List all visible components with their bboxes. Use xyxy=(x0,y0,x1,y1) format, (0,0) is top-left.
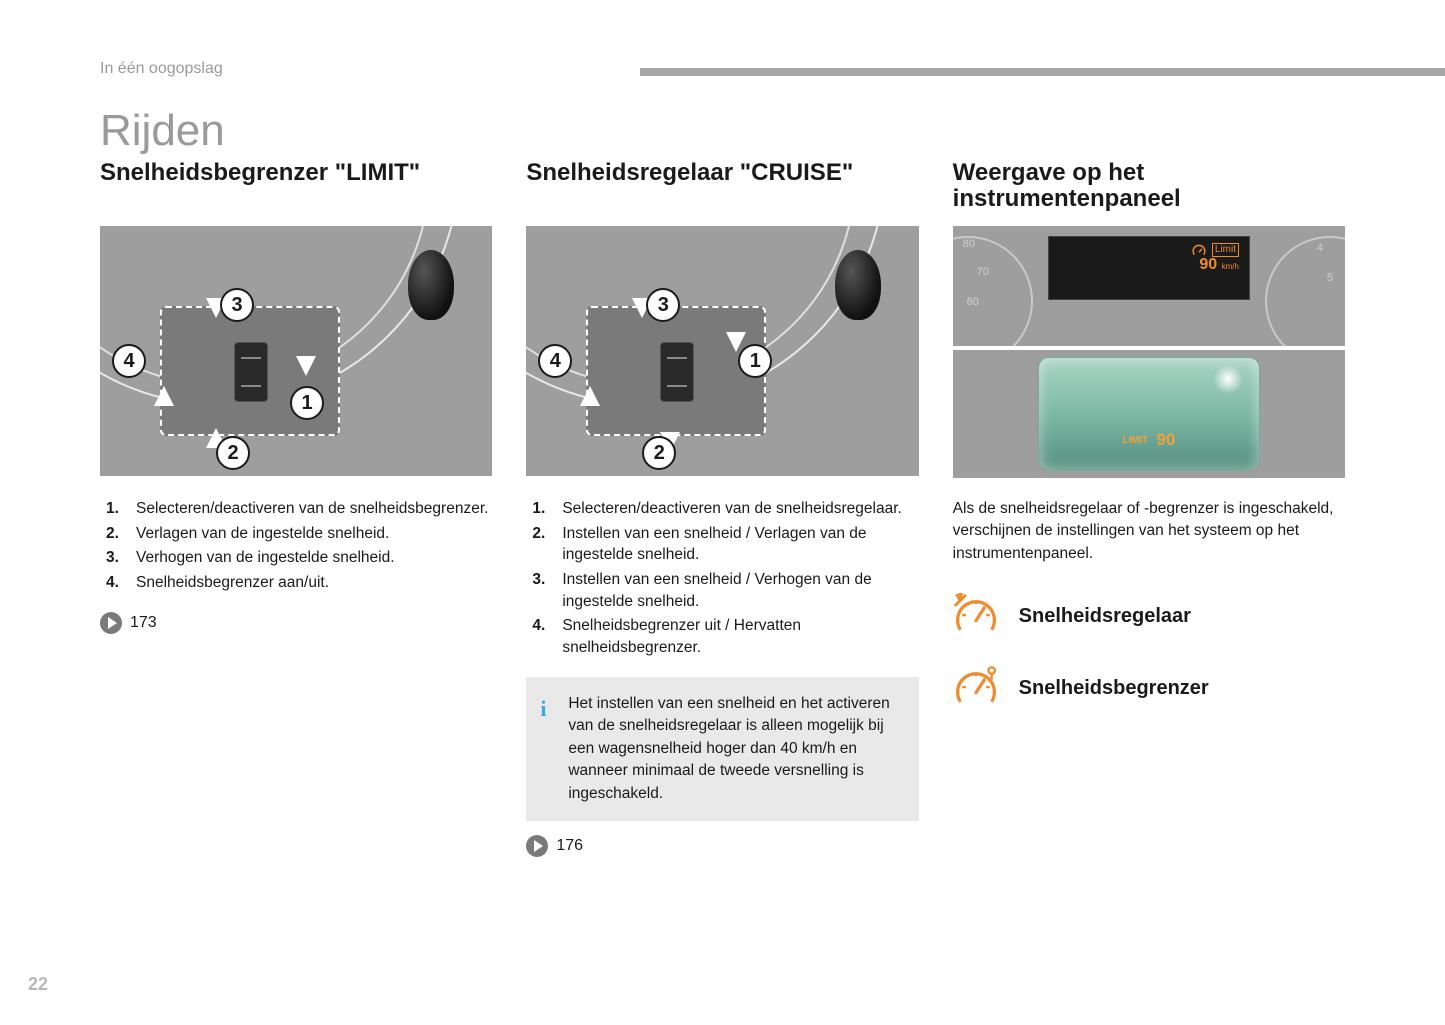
dash-top: 80 70 60 4 5 Limit 90 km/h xyxy=(953,226,1345,346)
page-ref-icon xyxy=(100,612,122,634)
dash-bottom: LIMIT 90 xyxy=(953,350,1345,478)
list-item: Snelheidsbegrenzer aan/uit. xyxy=(100,572,492,594)
speedometer-icon xyxy=(1192,244,1206,256)
list-item: Instellen van een snelheid / Verlagen va… xyxy=(526,523,918,566)
callout-3: 3 xyxy=(220,288,254,322)
callout-4: 4 xyxy=(112,344,146,378)
cruise-page-ref: 176 xyxy=(526,835,918,857)
list-item: Snelheidsbegrenzer uit / Hervatten snelh… xyxy=(526,615,918,658)
col-limit: Snelheidsbegrenzer "LIMIT" 3 1 2 4 Selec… xyxy=(100,160,492,857)
gauge-tick: 5 xyxy=(1327,272,1333,284)
header-rule xyxy=(640,68,1445,76)
list-item: Verhogen van de ingestelde snelheid. xyxy=(100,547,492,569)
hud-speed: 90 xyxy=(1156,430,1175,450)
list-item: Selecteren/deactiveren van de snelheidsb… xyxy=(100,498,492,520)
limit-label: Limit xyxy=(1212,243,1239,257)
gauge-tick: 60 xyxy=(967,296,979,308)
hud-prefix: LIMIT xyxy=(1122,435,1148,446)
display-body: Als de snelheidsregelaar of -begrenzer i… xyxy=(953,498,1345,565)
speed-value: 90 xyxy=(1199,256,1217,273)
page-title: Rijden xyxy=(100,106,1345,156)
gauge-tick: 80 xyxy=(963,238,975,250)
list-item: Verlagen van de ingestelde snelheid. xyxy=(100,523,492,545)
list-item: Selecteren/deactiveren van de snelheidsr… xyxy=(526,498,918,520)
hud-glass: LIMIT 90 xyxy=(1039,358,1259,470)
callout-1: 1 xyxy=(290,386,324,420)
info-text: Het instellen van een snelheid en het ac… xyxy=(568,695,889,802)
cruise-icon xyxy=(953,593,999,639)
icon-row-limit: Snelheidsbegrenzer xyxy=(953,665,1345,711)
limit-icon xyxy=(953,665,999,711)
callout-2: 2 xyxy=(642,436,676,470)
gauge-tick: 70 xyxy=(977,266,989,278)
gauge-tick: 4 xyxy=(1317,242,1323,254)
page-ref-icon xyxy=(526,835,548,857)
lcd-screen: Limit 90 km/h xyxy=(1048,236,1250,300)
limit-page-ref: 173 xyxy=(100,612,492,634)
col-cruise: Snelheidsregelaar "CRUISE" 3 1 2 4 Selec… xyxy=(526,160,918,857)
speed-unit: km/h xyxy=(1222,262,1239,271)
icon-row-cruise: Snelheidsregelaar xyxy=(953,593,1345,639)
list-item: Instellen van een snelheid / Verhogen va… xyxy=(526,569,918,612)
ref-number: 173 xyxy=(130,614,157,632)
cruise-diagram: 3 1 2 4 xyxy=(526,226,918,476)
callout-2: 2 xyxy=(216,436,250,470)
info-icon: i xyxy=(540,693,546,725)
limit-diagram: 3 1 2 4 xyxy=(100,226,492,476)
limit-title: Snelheidsbegrenzer "LIMIT" xyxy=(100,160,492,216)
instrument-panel-illustration: 80 70 60 4 5 Limit 90 km/h xyxy=(953,226,1345,478)
col-display: Weergave op het instrumentenpaneel 80 70… xyxy=(953,160,1345,857)
limit-steps: Selecteren/deactiveren van de snelheidsb… xyxy=(100,498,492,594)
cruise-info-box: i Het instellen van een snelheid en het … xyxy=(526,677,918,821)
cruise-title: Snelheidsregelaar "CRUISE" xyxy=(526,160,918,216)
page-number: 22 xyxy=(28,974,48,995)
cruise-steps: Selecteren/deactiveren van de snelheidsr… xyxy=(526,498,918,659)
limit-label: Snelheidsbegrenzer xyxy=(1019,677,1209,700)
display-title: Weergave op het instrumentenpaneel xyxy=(953,160,1345,216)
ref-number: 176 xyxy=(556,837,583,855)
columns: Snelheidsbegrenzer "LIMIT" 3 1 2 4 Selec… xyxy=(100,160,1345,857)
cruise-label: Snelheidsregelaar xyxy=(1019,605,1191,628)
